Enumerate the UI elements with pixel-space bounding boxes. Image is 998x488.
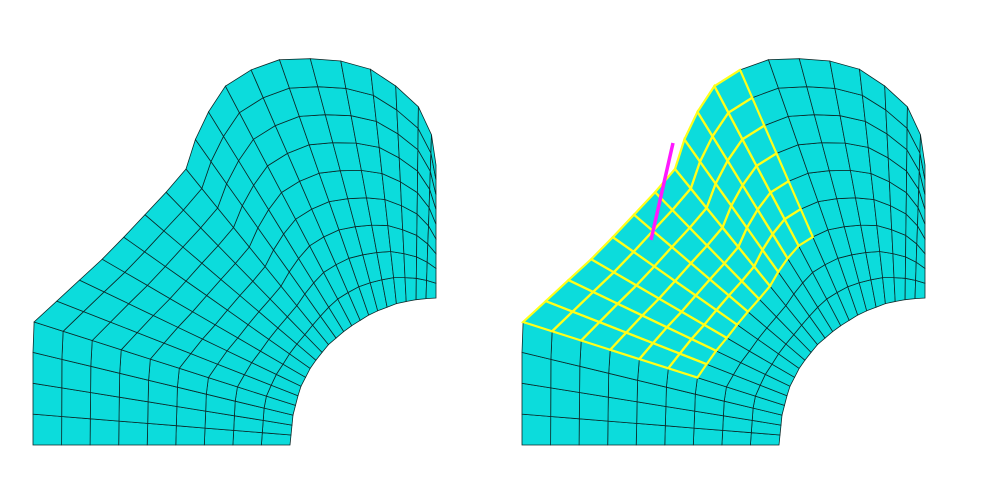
mesh-element: [893, 277, 906, 302]
highlighted-edge: [649, 142, 675, 241]
mesh-element: [578, 418, 609, 446]
mesh-element: [175, 425, 206, 446]
mesh-element: [879, 251, 895, 279]
mesh-element: [32, 382, 63, 417]
right-mesh-panel: [520, 58, 926, 446]
mesh-element: [892, 253, 907, 279]
mesh-element: [390, 251, 406, 279]
mesh-element: [521, 413, 552, 446]
mesh-element: [415, 277, 428, 301]
mesh-element: [919, 134, 926, 180]
mesh-element: [118, 420, 149, 446]
mesh-element: [404, 277, 417, 302]
mesh-element: [607, 420, 638, 446]
mesh-element: [146, 422, 177, 446]
mesh-element: [89, 418, 120, 446]
mesh-element: [635, 422, 666, 446]
highlighted-element: [712, 68, 754, 115]
left-mesh-panel: [32, 58, 437, 446]
mesh-element: [403, 253, 418, 279]
mesh-element: [32, 413, 63, 446]
mesh-element: [430, 134, 437, 180]
mesh-element: [61, 387, 92, 420]
mesh-element: [550, 416, 580, 446]
mesh-element: [521, 382, 552, 417]
mesh-element: [692, 427, 724, 446]
mesh-element: [664, 425, 695, 446]
mesh-element: [550, 387, 581, 420]
mesh-element: [904, 277, 917, 301]
mesh-element: [203, 427, 235, 446]
mesh-element: [61, 416, 91, 446]
